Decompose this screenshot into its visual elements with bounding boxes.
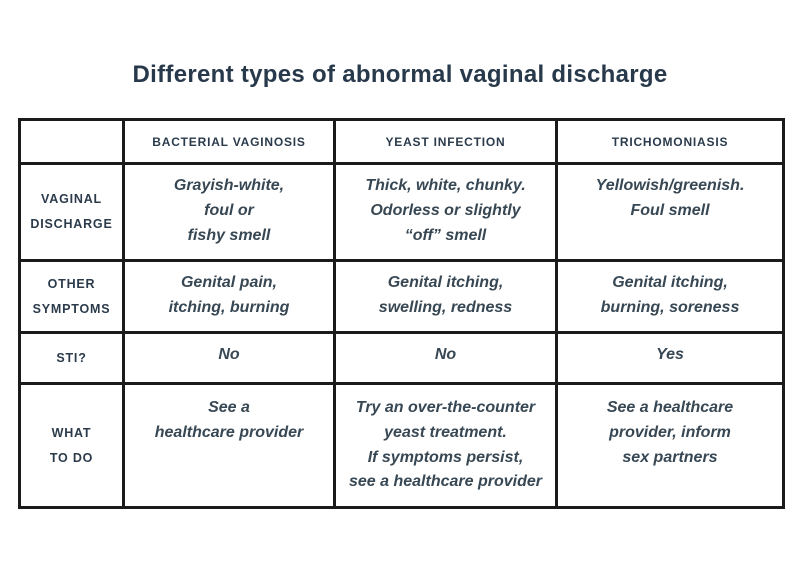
cell-todo-trichomoniasis: See a healthcare provider, inform sex pa… [555, 382, 785, 509]
row-label-what-to-do: WHAT TO DO [18, 382, 125, 509]
row-label-sti: STI? [18, 331, 125, 385]
table-header-row: BACTERIAL VAGINOSIS YEAST INFECTION TRIC… [18, 118, 785, 165]
table-row-sti: STI? No No Yes [18, 331, 785, 385]
cell-sti-bacterial-vaginosis: No [122, 331, 336, 385]
cell-sti-trichomoniasis: Yes [555, 331, 785, 385]
cell-symptoms-bacterial-vaginosis: Genital pain, itching, burning [122, 259, 336, 334]
discharge-comparison-table: BACTERIAL VAGINOSIS YEAST INFECTION TRIC… [18, 118, 785, 509]
cell-discharge-trichomoniasis: Yellowish/greenish. Foul smell [555, 162, 785, 262]
column-header-trichomoniasis: TRICHOMONIASIS [555, 118, 785, 165]
table-row-vaginal-discharge: VAGINAL DISCHARGE Grayish-white, foul or… [18, 162, 785, 262]
column-header-yeast-infection: YEAST INFECTION [333, 118, 558, 165]
row-label-other-symptoms: OTHER SYMPTOMS [18, 259, 125, 334]
cell-todo-yeast-infection: Try an over-the-counter yeast treatment.… [333, 382, 558, 509]
row-label-vaginal-discharge: VAGINAL DISCHARGE [18, 162, 125, 262]
table-row-other-symptoms: OTHER SYMPTOMS Genital pain, itching, bu… [18, 259, 785, 334]
cell-symptoms-yeast-infection: Genital itching, swelling, redness [333, 259, 558, 334]
cell-todo-bacterial-vaginosis: See a healthcare provider [122, 382, 336, 509]
corner-cell [18, 118, 125, 165]
cell-symptoms-trichomoniasis: Genital itching, burning, soreness [555, 259, 785, 334]
page-title: Different types of abnormal vaginal disc… [132, 61, 668, 88]
table-row-what-to-do: WHAT TO DO See a healthcare provider Try… [18, 382, 785, 509]
column-header-bacterial-vaginosis: BACTERIAL VAGINOSIS [122, 118, 336, 165]
cell-discharge-yeast-infection: Thick, white, chunky. Odorless or slight… [333, 162, 558, 262]
cell-discharge-bacterial-vaginosis: Grayish-white, foul or fishy smell [122, 162, 336, 262]
cell-sti-yeast-infection: No [333, 331, 558, 385]
